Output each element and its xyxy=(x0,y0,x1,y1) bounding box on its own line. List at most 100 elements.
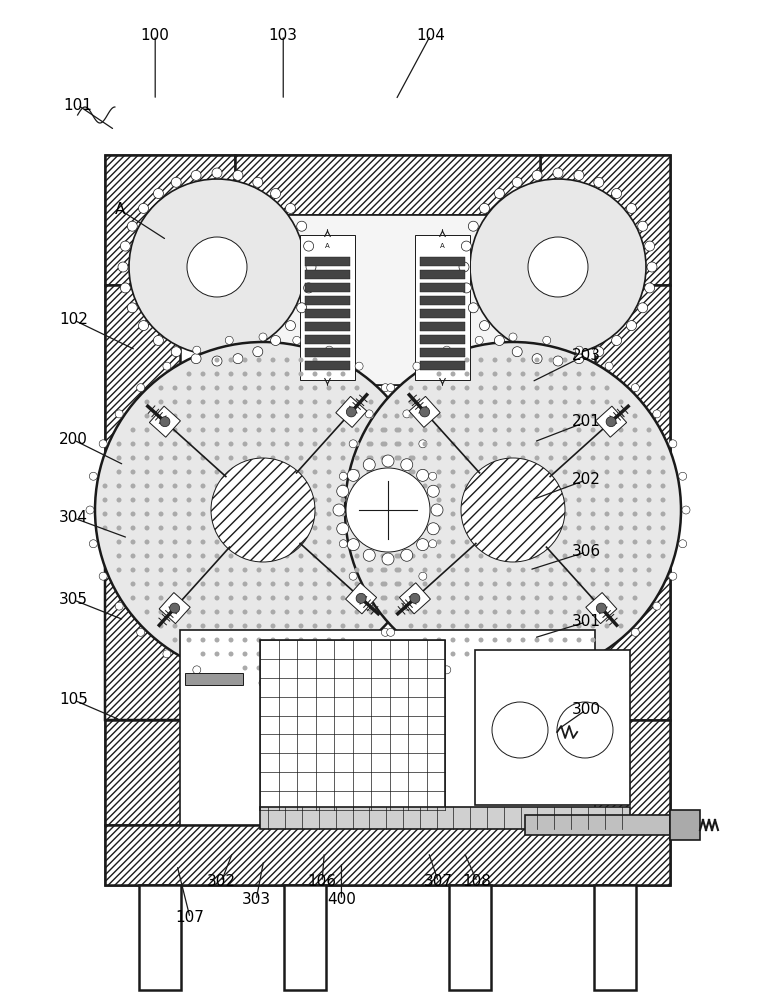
Circle shape xyxy=(257,638,262,643)
Circle shape xyxy=(228,497,234,502)
Circle shape xyxy=(479,652,483,656)
Text: 203: 203 xyxy=(571,348,601,362)
Circle shape xyxy=(507,484,511,488)
Circle shape xyxy=(257,358,262,362)
Circle shape xyxy=(611,335,622,345)
Circle shape xyxy=(172,624,178,629)
Circle shape xyxy=(158,540,164,544)
Circle shape xyxy=(228,385,234,390)
Circle shape xyxy=(563,484,567,488)
Circle shape xyxy=(451,385,456,390)
Circle shape xyxy=(366,526,372,530)
Circle shape xyxy=(512,177,522,187)
Circle shape xyxy=(257,497,262,502)
Circle shape xyxy=(660,497,666,502)
Circle shape xyxy=(470,179,646,355)
Circle shape xyxy=(313,595,317,600)
Circle shape xyxy=(632,628,639,636)
Circle shape xyxy=(163,362,171,370)
Circle shape xyxy=(618,470,623,475)
Circle shape xyxy=(327,624,331,629)
Circle shape xyxy=(419,440,427,448)
Circle shape xyxy=(475,676,483,684)
Circle shape xyxy=(462,283,471,293)
Polygon shape xyxy=(540,155,670,285)
Circle shape xyxy=(127,221,137,231)
Text: 306: 306 xyxy=(571,544,601,560)
Circle shape xyxy=(313,624,317,629)
Circle shape xyxy=(397,470,401,475)
Circle shape xyxy=(355,582,359,586)
Circle shape xyxy=(535,371,539,376)
Circle shape xyxy=(116,568,122,572)
Circle shape xyxy=(553,356,563,366)
Circle shape xyxy=(380,526,386,530)
Circle shape xyxy=(313,652,317,656)
Circle shape xyxy=(422,624,428,629)
Circle shape xyxy=(228,568,234,572)
Circle shape xyxy=(299,385,303,390)
Circle shape xyxy=(577,624,581,629)
Circle shape xyxy=(242,442,248,446)
Circle shape xyxy=(577,512,581,516)
Circle shape xyxy=(577,484,581,488)
Circle shape xyxy=(144,512,150,516)
Circle shape xyxy=(420,407,430,417)
Circle shape xyxy=(465,414,469,418)
Circle shape xyxy=(214,568,220,572)
Circle shape xyxy=(186,568,192,572)
Text: 305: 305 xyxy=(59,592,88,607)
Circle shape xyxy=(313,385,317,390)
Bar xyxy=(449,885,491,990)
Circle shape xyxy=(285,497,289,502)
Circle shape xyxy=(577,399,581,404)
Circle shape xyxy=(535,595,539,600)
Circle shape xyxy=(451,540,456,544)
Circle shape xyxy=(144,582,150,586)
Circle shape xyxy=(549,497,553,502)
Circle shape xyxy=(394,595,400,600)
Circle shape xyxy=(660,526,666,530)
Circle shape xyxy=(451,442,456,446)
Circle shape xyxy=(549,442,553,446)
Circle shape xyxy=(408,456,414,460)
Circle shape xyxy=(212,356,222,366)
Circle shape xyxy=(521,414,525,418)
Circle shape xyxy=(459,262,469,272)
Circle shape xyxy=(313,554,317,558)
Circle shape xyxy=(299,442,303,446)
Circle shape xyxy=(285,442,289,446)
Bar xyxy=(284,885,326,990)
Circle shape xyxy=(465,638,469,643)
Bar xyxy=(305,322,350,331)
Circle shape xyxy=(422,512,428,516)
Circle shape xyxy=(408,582,414,586)
Circle shape xyxy=(591,470,595,475)
Circle shape xyxy=(242,666,248,670)
Circle shape xyxy=(563,595,567,600)
Circle shape xyxy=(172,456,178,460)
Circle shape xyxy=(408,526,414,530)
Circle shape xyxy=(479,442,483,446)
Circle shape xyxy=(271,335,281,345)
Circle shape xyxy=(577,470,581,475)
Circle shape xyxy=(394,399,400,404)
Circle shape xyxy=(172,582,178,586)
Circle shape xyxy=(521,568,525,572)
Circle shape xyxy=(158,470,164,475)
Circle shape xyxy=(553,168,563,178)
Circle shape xyxy=(191,170,201,180)
Circle shape xyxy=(172,554,178,558)
Circle shape xyxy=(158,595,164,600)
Circle shape xyxy=(605,456,609,460)
Circle shape xyxy=(549,624,553,629)
Circle shape xyxy=(479,470,483,475)
Circle shape xyxy=(479,385,483,390)
Circle shape xyxy=(186,371,192,376)
Circle shape xyxy=(535,652,539,656)
Circle shape xyxy=(299,399,303,404)
Circle shape xyxy=(86,506,94,514)
Circle shape xyxy=(646,568,652,572)
Circle shape xyxy=(144,484,150,488)
Circle shape xyxy=(646,470,652,475)
